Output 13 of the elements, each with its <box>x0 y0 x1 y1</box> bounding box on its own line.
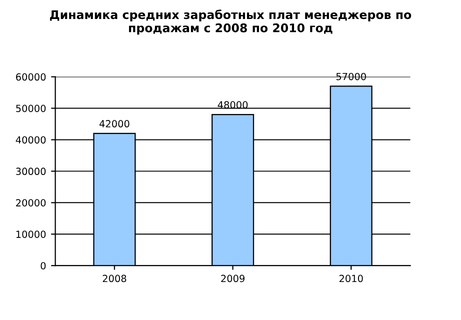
x-tick-label: 2009 <box>221 274 244 282</box>
data-label: 57000 <box>336 72 366 80</box>
y-tick-label: 60000 <box>16 73 46 81</box>
y-tick-label: 10000 <box>16 230 46 238</box>
x-tick-label: 2010 <box>339 274 363 282</box>
chart-title: Динамика средних заработных плат менеджеров по продажам с 2008 по 2010 год <box>50 10 412 35</box>
y-tick-label: 40000 <box>16 136 46 144</box>
data-label: 42000 <box>99 120 130 128</box>
y-tick-label: 20000 <box>16 199 46 206</box>
y-tick-label: 0 <box>40 262 46 270</box>
y-tick-label: 30000 <box>16 168 46 176</box>
y-tick-label: 50000 <box>16 104 46 112</box>
x-tick-label: 2008 <box>102 274 126 282</box>
